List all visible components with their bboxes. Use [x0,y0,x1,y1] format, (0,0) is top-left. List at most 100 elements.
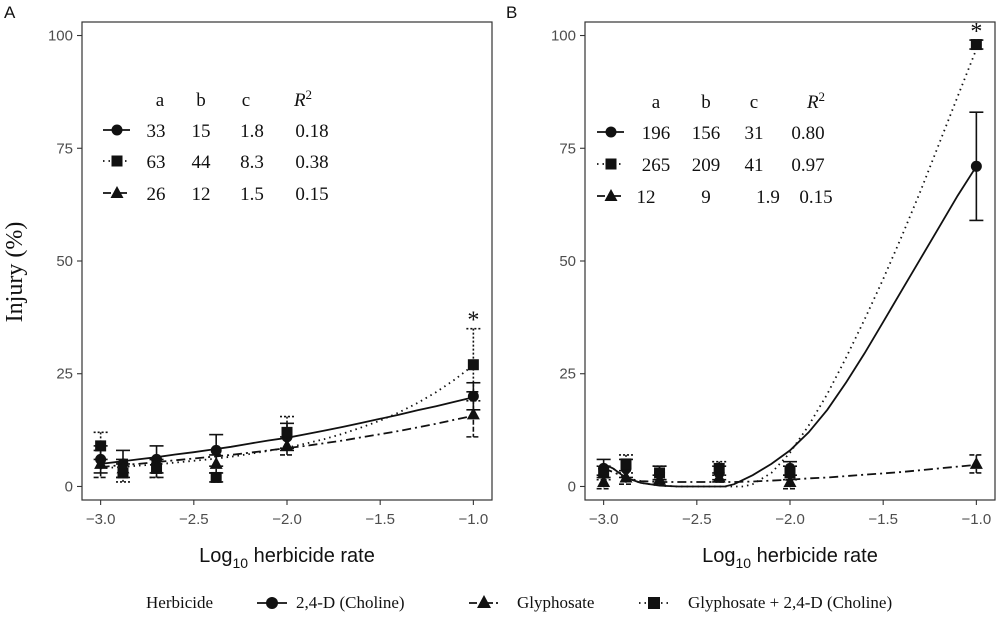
x-axis-title-a: Log10 herbicide rate [199,545,375,571]
panel-label-a: A [4,3,16,22]
y-ticks-b: 0 25 50 75 100 [551,28,585,495]
stats-table-a: a b c R2 33 15 1.8 0.18 63 44 8.3 0.38 2… [103,87,329,205]
legend-triangle-marker [477,595,491,608]
data-point-square [95,440,107,452]
legend-key-circle-b [605,126,617,138]
panel-a: A 0 25 50 75 100 −3.0 −2.5 −2.0 −1.5 −1.0 a b c … [4,3,493,571]
data-point-triangle [280,438,294,451]
x-tick-label: −3.0 [589,511,619,528]
table-cell: 0.38 [295,152,328,173]
x-tick-label: −2.0 [272,511,302,528]
x-ticks-a: −3.0 −2.5 −2.0 −1.5 −1.0 [86,500,488,528]
y-tick-label: 25 [559,366,576,383]
legend-key-circle-a [111,124,123,136]
table-cell: 44 [192,152,212,173]
y-tick-label: 50 [56,253,73,270]
data-point-square [467,359,479,371]
fit-curve [603,165,978,488]
table-cell: 1.9 [756,187,780,208]
legend-label-24d: 2,4-D (Choline) [296,593,405,612]
x-ticks-b: −3.0 −2.5 −2.0 −1.5 −1.0 [589,500,991,528]
x-axis-title-subscript: 10 [233,555,249,571]
significance-asterisk: * [467,308,479,334]
table-header-a: a [156,90,165,111]
y-tick-label: 0 [65,478,73,495]
table-cell: 12 [192,184,211,205]
legend-key-triangle-b [604,189,618,201]
panel-label-b: B [506,3,517,22]
data-point-square [713,462,725,474]
y-tick-label: 100 [551,28,576,45]
table-cell: 41 [745,155,764,176]
x-tick-label: −1.0 [962,511,992,528]
x-axis-title-rest: herbicide rate [248,545,375,567]
y-tick-label: 25 [56,366,73,383]
legend-label-glyphosate: Glyphosate [517,593,594,612]
data-point-square [970,39,982,51]
significance-asterisk: * [970,19,982,45]
x-axis-title-rest: herbicide rate [751,545,878,567]
table-cell: 63 [147,152,166,173]
table-header-r2: R2 [806,89,825,113]
x-tick-label: −1.5 [365,511,395,528]
data-point-circle [970,160,982,172]
plot-frame-b [584,21,996,501]
x-axis-title-main: Log [199,545,232,567]
table-cell: 33 [147,121,166,142]
table-cell: 0.97 [791,155,824,176]
data-point-triangle [116,461,130,474]
fit-curve [100,414,474,468]
legend: Herbicide 2,4-D (Choline) Glyphosate Gly… [146,593,892,612]
legend-label-mix: Glyphosate + 2,4-D (Choline) [688,593,892,612]
fit-curve [603,463,977,483]
data-point-triangle [597,474,611,487]
plot-marks-b: * [596,19,984,490]
y-axis-title: Injury (%) [2,222,28,323]
data-point-triangle [94,456,108,469]
table-cell: 8.3 [240,152,264,173]
y-tick-label: 100 [48,28,73,45]
table-cell: 31 [745,123,764,144]
y-tick-label: 50 [559,253,576,270]
r-symbol: R [806,92,819,113]
data-point-square [210,471,222,483]
panel-b: B 0 25 50 75 100 −3.0 −2.5 −2.0 −1.5 −1.0 a b c … [506,3,996,571]
table-cell: 196 [642,123,671,144]
data-point-triangle [783,474,797,487]
superscript-two: 2 [306,87,313,102]
x-tick-label: −2.0 [775,511,805,528]
data-point-triangle [619,470,633,483]
plot-marks-a: * [93,308,481,483]
data-point-square [784,467,796,479]
x-tick-label: −2.5 [682,511,712,528]
x-tick-label: −1.0 [459,511,489,528]
table-cell: 12 [637,187,656,208]
table-header-c: c [242,90,250,111]
superscript-two: 2 [819,89,826,104]
data-point-triangle [466,407,480,420]
data-point-triangle [150,461,164,474]
table-cell: 209 [692,155,721,176]
data-point-triangle [209,456,223,469]
x-axis-title-b: Log10 herbicide rate [702,545,878,571]
y-tick-label: 75 [559,140,576,157]
data-point-triangle [969,456,983,469]
table-cell: 156 [692,123,721,144]
table-cell: 0.15 [295,184,328,205]
stats-table-b: a b c R2 196 156 31 0.80 265 209 41 0.97… [597,89,833,208]
table-cell: 26 [147,184,166,205]
x-tick-label: −3.0 [86,511,116,528]
y-tick-label: 75 [56,140,73,157]
data-point-square [281,426,293,438]
fit-curve [603,48,978,488]
y-ticks-a: 0 25 50 75 100 [48,28,82,495]
x-axis-title-subscript: 10 [736,555,752,571]
data-point-triangle [712,470,726,483]
table-cell: 0.15 [799,187,832,208]
legend-title: Herbicide [146,593,213,612]
table-cell: 1.8 [240,121,264,142]
data-point-triangle [653,472,667,485]
y-tick-label: 0 [568,478,576,495]
legend-square-marker [648,597,660,609]
